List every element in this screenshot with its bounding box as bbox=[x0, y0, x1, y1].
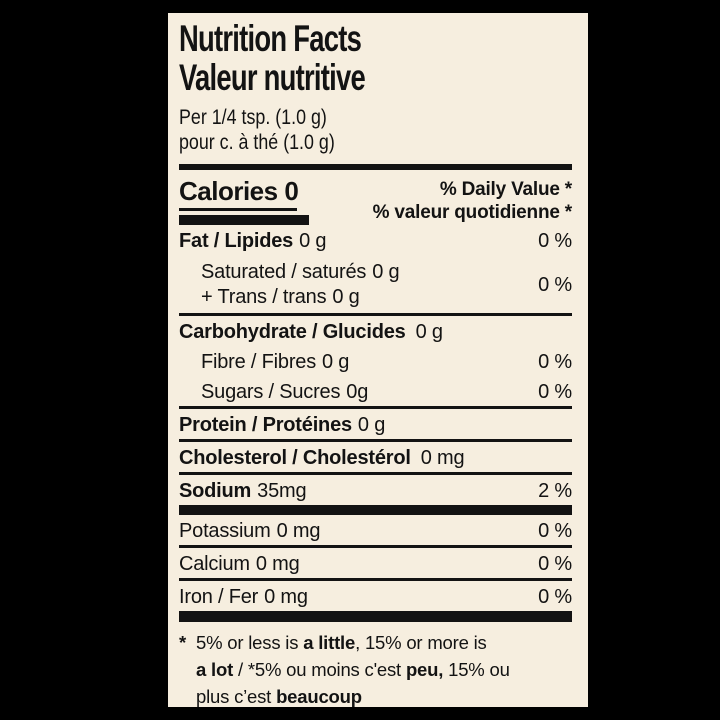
nutrient-amount: 0 g bbox=[415, 321, 443, 343]
calories-label: Calories bbox=[179, 176, 278, 206]
nutrient-amount: 0 g bbox=[332, 286, 360, 308]
nutrient-cell: Iron / Fer 0 mg bbox=[179, 586, 308, 608]
nutrient-name: Potassium bbox=[179, 520, 271, 542]
daily-value-percent: 0 % bbox=[538, 274, 572, 296]
top-thick-rule bbox=[179, 164, 572, 170]
footnote-line-2: a lot / *5% ou moins c'est peu, 15% ou bbox=[179, 656, 572, 683]
title-fr: Valeur nutritive bbox=[179, 57, 366, 98]
nutrient-name: Calcium bbox=[179, 553, 250, 575]
footnote-text: plus c’est bbox=[196, 686, 277, 707]
footnote-text: 5% or less is bbox=[196, 632, 304, 653]
serving-size-fr: pour c. à thé (1.0 g) bbox=[179, 131, 335, 154]
divider-rule bbox=[179, 439, 572, 442]
nutrient-cell: Fat / Lipides 0 g bbox=[179, 230, 326, 252]
calories-bar bbox=[179, 215, 309, 225]
calories-daily-value-row: Calories 0 % Daily Value * % valeur quot… bbox=[179, 170, 572, 225]
nutrient-cell: Sodium 35mg bbox=[179, 480, 307, 502]
nutrient-amount: 0 g bbox=[299, 230, 327, 252]
nutrient-amount: 0 g bbox=[357, 414, 386, 436]
divider-rule bbox=[179, 313, 572, 316]
footnote-text: 15% ou bbox=[443, 659, 510, 680]
nutrient-row-sodium: Sodium 35mg 2 % bbox=[179, 475, 572, 505]
footnote-bold: a little bbox=[303, 632, 356, 653]
nutrient-amount: 0g bbox=[346, 381, 369, 403]
nutrient-name: Protein / Protéines bbox=[179, 414, 352, 436]
nutrient-name: Sugars / Sucres bbox=[201, 381, 341, 403]
divider-rule bbox=[179, 406, 572, 409]
footnote-text: / *5% ou moins c'est bbox=[233, 659, 406, 680]
daily-value-header: % Daily Value * % valeur quotidienne * bbox=[372, 178, 573, 224]
nutrient-row-cholesterol: Cholesterol / Cholestérol 0 mg bbox=[179, 442, 572, 472]
nutrient-amount: 35mg bbox=[257, 480, 307, 502]
nutrient-cell: Cholesterol / Cholestérol 0 mg bbox=[179, 447, 465, 469]
nutrient-name: Fibre / Fibres bbox=[201, 351, 317, 373]
divider-rule bbox=[179, 472, 572, 475]
divider-rule bbox=[179, 545, 572, 548]
nutrient-amount: 0 g bbox=[372, 261, 400, 283]
nutrient-row-protein: Protein / Protéines 0 g bbox=[179, 409, 572, 439]
nutrient-name: Carbohydrate / Glucides bbox=[179, 321, 406, 343]
nutrient-amount: 0 g bbox=[322, 351, 350, 373]
daily-value-header-fr: % valeur quotidienne * bbox=[372, 202, 573, 223]
nutrient-row-fibre: Fibre / Fibres 0 g 0 % bbox=[179, 346, 572, 376]
nutrient-name: Sodium bbox=[179, 480, 252, 502]
calories-block: Calories 0 bbox=[179, 178, 309, 225]
serving-size-block: Per 1/4 tsp. (1.0 g) pour c. à thé (1.0 … bbox=[179, 105, 572, 155]
daily-value-percent: 0 % bbox=[538, 381, 572, 403]
nutrient-row-saturated-trans: Saturated / saturés 0 g + Trans / trans 0 … bbox=[179, 255, 572, 313]
daily-value-percent: 0 % bbox=[538, 520, 572, 542]
section-thick-bar bbox=[179, 505, 572, 515]
trans-line: + Trans / trans 0 g bbox=[201, 285, 399, 310]
footnote: * 5% or less is a little, 15% or more is … bbox=[179, 622, 572, 707]
nutrient-cell: Calcium 0 mg bbox=[179, 553, 300, 575]
bottom-thick-bar bbox=[179, 611, 572, 622]
calories-text: Calories 0 bbox=[179, 178, 309, 205]
nutrient-name: + Trans / trans bbox=[201, 286, 327, 308]
nutrient-cell: Carbohydrate / Glucides 0 g bbox=[179, 321, 443, 343]
footnote-bold: beaucoup bbox=[276, 686, 362, 707]
nutrient-name: Saturated / saturés bbox=[201, 261, 367, 283]
daily-value-header-en: % Daily Value * bbox=[439, 179, 572, 200]
title-en: Nutrition Facts bbox=[179, 18, 362, 59]
nutrient-name: Iron / Fer bbox=[179, 586, 259, 608]
daily-value-percent: 0 % bbox=[538, 586, 572, 608]
footnote-bold: peu, bbox=[405, 659, 444, 680]
nutrient-amount: 0 mg bbox=[420, 447, 465, 469]
nutrient-cell: Potassium 0 mg bbox=[179, 520, 320, 542]
footnote-asterisk: * bbox=[179, 632, 186, 653]
calories-underline bbox=[179, 208, 297, 211]
nutrient-amount: 0 mg bbox=[276, 520, 321, 542]
calories-value: 0 bbox=[284, 176, 299, 206]
nutrient-cell: Saturated / saturés 0 g + Trans / trans 0 … bbox=[179, 260, 400, 310]
nutrient-cell: Protein / Protéines 0 g bbox=[179, 414, 385, 436]
daily-value-percent: 0 % bbox=[538, 230, 572, 252]
nutrient-amount: 0 mg bbox=[264, 586, 308, 608]
nutrient-name: Fat / Lipides bbox=[179, 230, 294, 252]
footnote-text: , 15% or more is bbox=[355, 632, 487, 653]
nutrition-facts-label: Nutrition Facts Valeur nutritive Per 1/4… bbox=[168, 13, 588, 707]
serving-size-en: Per 1/4 tsp. (1.0 g) bbox=[179, 106, 327, 129]
nutrient-row-carbohydrate: Carbohydrate / Glucides 0 g bbox=[179, 316, 572, 346]
footnote-line-3: plus c’est beaucoup bbox=[179, 683, 572, 707]
footnote-bold: a lot bbox=[196, 659, 234, 680]
nutrient-row-potassium: Potassium 0 mg 0 % bbox=[179, 515, 572, 545]
daily-value-percent: 0 % bbox=[538, 553, 572, 575]
nutrient-name: Cholesterol / Cholestérol bbox=[179, 447, 411, 469]
divider-rule bbox=[179, 578, 572, 581]
nutrient-row-iron: Iron / Fer 0 mg 0 % bbox=[179, 581, 572, 611]
nutrient-row-fat: Fat / Lipides 0 g 0 % bbox=[179, 225, 572, 255]
nutrient-cell: Fibre / Fibres 0 g bbox=[179, 351, 349, 373]
daily-value-percent: 0 % bbox=[538, 351, 572, 373]
footnote-line-1: * 5% or less is a little, 15% or more is bbox=[179, 629, 572, 656]
nutrient-amount: 0 mg bbox=[255, 553, 300, 575]
saturated-line: Saturated / saturés 0 g bbox=[201, 260, 400, 285]
nutrient-cell: Sugars / Sucres 0g bbox=[179, 381, 368, 403]
daily-value-percent: 2 % bbox=[538, 480, 572, 502]
nutrient-row-calcium: Calcium 0 mg 0 % bbox=[179, 548, 572, 578]
nutrient-row-sugars: Sugars / Sucres 0g 0 % bbox=[179, 376, 572, 406]
